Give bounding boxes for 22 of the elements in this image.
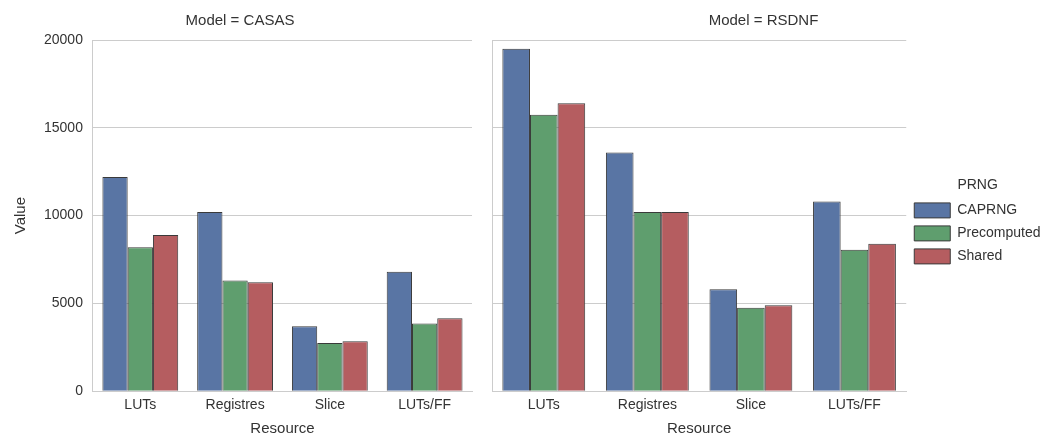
x-tick-label: Slice bbox=[735, 396, 767, 413]
x-tick-label: LUTs/FF bbox=[828, 396, 881, 413]
legend-title: PRNG bbox=[957, 175, 998, 192]
x-tick-label: Registres bbox=[205, 396, 265, 413]
y-tick-label: 5000 bbox=[51, 294, 84, 311]
x-tick-label: LUTs bbox=[527, 396, 560, 413]
legend-label: CAPRNG bbox=[957, 201, 1018, 218]
x-axis-title: Resource bbox=[667, 419, 732, 437]
y-tick-label: 0 bbox=[75, 382, 84, 399]
x-tick-label: Slice bbox=[314, 396, 346, 413]
legend-label: Precomputed bbox=[957, 224, 1041, 241]
y-tick-label: 15000 bbox=[43, 118, 84, 135]
y-tick-label: 20000 bbox=[43, 30, 84, 47]
x-tick-label: LUTs bbox=[124, 396, 157, 413]
x-tick-label: Registres bbox=[617, 396, 677, 413]
x-tick-label: LUTs/FF bbox=[398, 396, 452, 413]
y-axis-title: Value bbox=[11, 196, 29, 235]
x-axis-title: Resource bbox=[250, 419, 315, 437]
y-tick-label: 10000 bbox=[43, 206, 84, 223]
chart-title: Model = RSDNF bbox=[708, 11, 819, 29]
chart-title: Model = CASAS bbox=[185, 11, 295, 29]
legend-label: Shared bbox=[957, 247, 1003, 264]
